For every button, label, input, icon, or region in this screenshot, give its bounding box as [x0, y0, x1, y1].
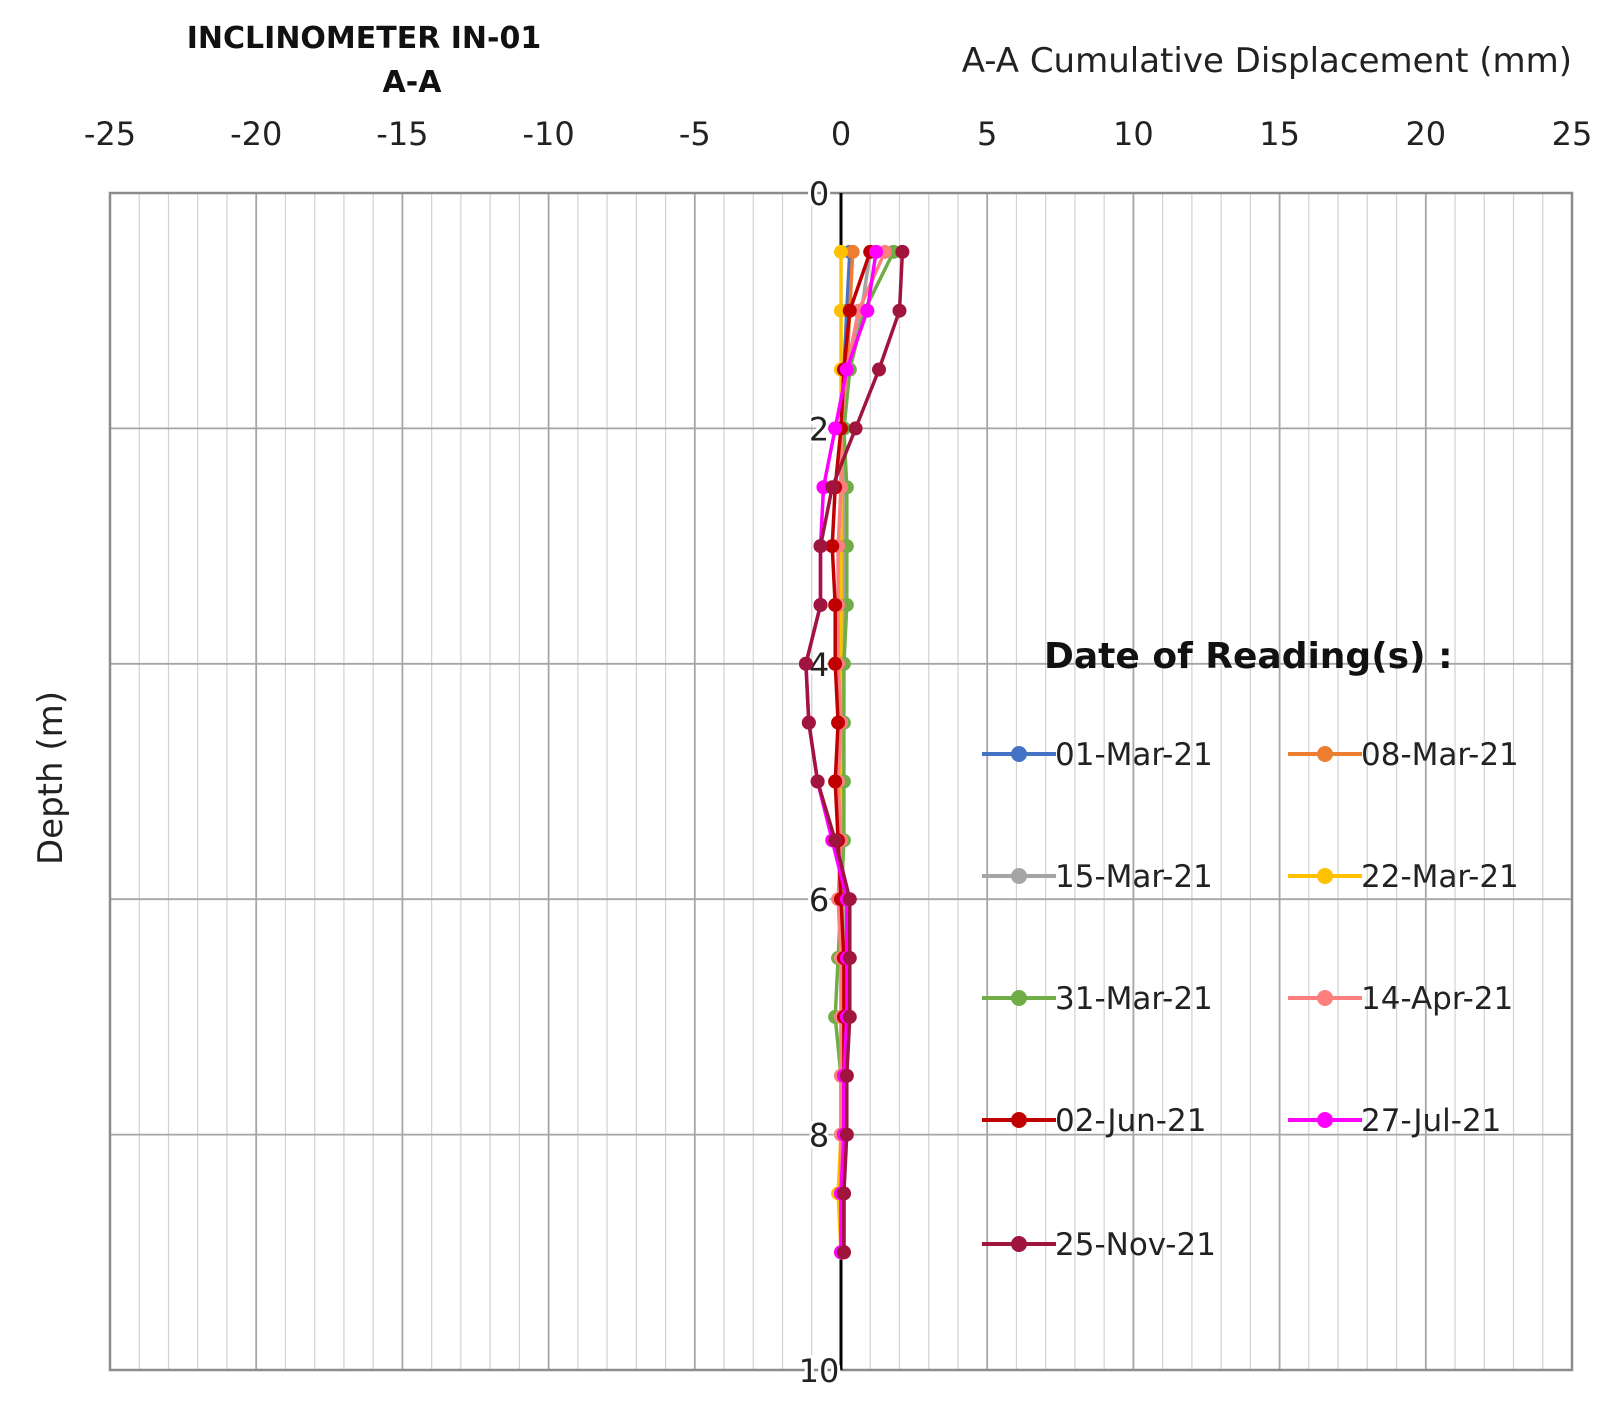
x-axis-title: A-A Cumulative Displacement (mm) [962, 41, 1572, 81]
y-tick-label: 8 [809, 1117, 829, 1155]
legend-label: 27-Jul-21 [1361, 1103, 1501, 1139]
legend-item: 08-Mar-21 [1288, 737, 1519, 773]
legend-label: 01-Mar-21 [1055, 737, 1213, 773]
legend-item: 15-Mar-21 [982, 859, 1213, 895]
legend-title: Date of Reading(s) : [1044, 636, 1452, 677]
data-point [839, 1068, 854, 1083]
data-point [845, 244, 860, 259]
legend-label: 14-Apr-21 [1361, 981, 1513, 1017]
x-tick-label: -10 [522, 115, 574, 153]
legend-item: 14-Apr-21 [1288, 981, 1513, 1017]
data-point [834, 244, 848, 259]
data-point [839, 362, 854, 377]
x-tick-label: -5 [679, 115, 711, 153]
x-tick-label: -15 [376, 115, 428, 153]
legend-label: 25-Nov-21 [1055, 1227, 1216, 1263]
data-point [836, 1186, 851, 1201]
data-point [828, 774, 843, 789]
y-tick-label: 6 [809, 881, 829, 919]
x-tick-label: -20 [230, 115, 282, 153]
data-point [801, 715, 816, 730]
y-tick-label: 0 [809, 175, 829, 213]
legend-label: 22-Mar-21 [1361, 859, 1519, 895]
y-tick-label: 10 [799, 1352, 840, 1390]
data-point [842, 1009, 857, 1024]
legend-swatch-marker [1011, 1112, 1027, 1128]
legend-item: 27-Jul-21 [1288, 1103, 1501, 1139]
legend-label: 31-Mar-21 [1055, 981, 1213, 1017]
data-point [872, 362, 887, 377]
legend-item: 22-Mar-21 [1288, 859, 1519, 895]
x-tick-label: 10 [1113, 115, 1154, 153]
legend-item: 25-Nov-21 [982, 1227, 1216, 1263]
data-point [828, 833, 843, 848]
legend-swatch-marker [1317, 1112, 1333, 1128]
x-tick-label: 25 [1552, 115, 1593, 153]
data-point [810, 774, 825, 789]
legend-item: 01-Mar-21 [982, 737, 1213, 773]
legend-swatch-marker [1317, 868, 1333, 884]
data-point [839, 1127, 854, 1142]
legend-swatch-marker [1011, 1236, 1027, 1252]
data-point [860, 303, 875, 318]
data-point [869, 244, 884, 259]
series-line [804, 251, 905, 1253]
data-point [828, 421, 843, 436]
legend-swatch-marker [1011, 868, 1027, 884]
data-point [892, 303, 907, 318]
x-tick-label: 20 [1405, 115, 1446, 153]
y-tick-label: 2 [809, 410, 829, 448]
legend-item: 02-Jun-21 [982, 1103, 1206, 1139]
data-point [798, 656, 813, 671]
chart-subtitle: A-A [383, 65, 443, 100]
y-axis-title: Depth (m) [31, 691, 71, 865]
legend-swatch-marker [1011, 990, 1027, 1006]
series-25-Nov-21 [798, 244, 910, 1260]
legend-swatch-marker [1011, 746, 1027, 762]
legend-item: 31-Mar-21 [982, 981, 1213, 1017]
data-point [825, 539, 840, 554]
data-point [842, 303, 857, 318]
chart-title: INCLINOMETER IN-01 [187, 21, 542, 56]
data-point [828, 656, 843, 671]
data-point [848, 421, 863, 436]
data-point [842, 892, 857, 907]
data-point [836, 1245, 851, 1260]
x-tick-label: 5 [977, 115, 997, 153]
x-tick-label: 0 [831, 115, 851, 153]
x-tick-label: -25 [84, 115, 136, 153]
x-tick-label: 15 [1259, 115, 1300, 153]
legend-label: 15-Mar-21 [1055, 859, 1213, 895]
data-point [813, 539, 828, 554]
data-point [842, 951, 857, 966]
legend-swatch-marker [1317, 746, 1333, 762]
data-point [825, 480, 840, 495]
legend-label: 02-Jun-21 [1055, 1103, 1206, 1139]
legend-swatch-marker [1317, 990, 1333, 1006]
data-point [895, 244, 910, 259]
data-point [831, 715, 846, 730]
data-point [828, 597, 843, 612]
data-point [813, 597, 828, 612]
legend-label: 08-Mar-21 [1361, 737, 1519, 773]
